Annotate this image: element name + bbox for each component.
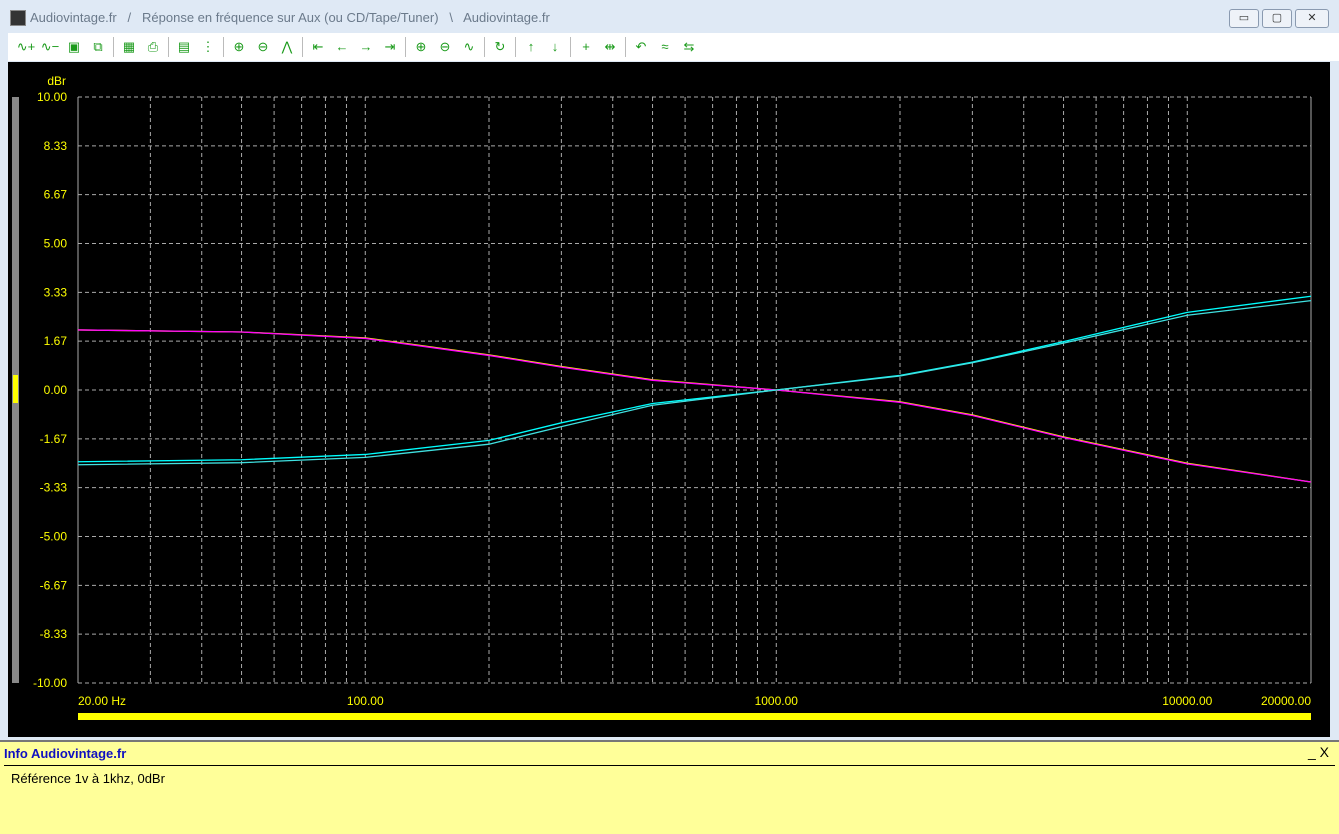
shift-right-end-icon[interactable]: ⇥: [384, 39, 396, 54]
toolbar-separator: [113, 37, 114, 57]
divider: [4, 765, 1335, 766]
y-tick-label: 5.00: [44, 237, 68, 251]
undo-icon[interactable]: ↶: [635, 39, 647, 54]
y-tick-label: -10.00: [33, 676, 67, 690]
toolbar-separator: [168, 37, 169, 57]
zoom-out-y-icon[interactable]: ⊖: [439, 39, 451, 54]
zoom-in-x-icon[interactable]: ⊕: [233, 39, 245, 54]
y-tick-label: 10.00: [37, 90, 67, 104]
x-tick-label: 100.00: [347, 694, 384, 708]
marker-move-icon[interactable]: ⇹: [604, 39, 616, 54]
y-tick-label: 1.67: [44, 334, 68, 348]
y-tick-label: 8.33: [44, 139, 68, 153]
calendar-edit-icon[interactable]: ▤: [177, 39, 191, 54]
fit-icon[interactable]: ⋀: [281, 39, 293, 54]
scrollbar-thumb: [13, 375, 18, 403]
window-title: Audiovintage.fr / Réponse en fréquence s…: [30, 10, 550, 25]
x-tick-label: 20000.00: [1261, 694, 1311, 708]
print-icon[interactable]: ⎙: [147, 39, 159, 54]
y-tick-label: -5.00: [40, 530, 68, 544]
x-scrollbar: [78, 713, 1311, 720]
toolbar-separator: [405, 37, 406, 57]
remove-curve-icon[interactable]: ∿−: [40, 39, 60, 54]
toolbar-separator: [570, 37, 571, 57]
close-button[interactable]: ✕: [1295, 9, 1329, 28]
y-tick-label: -1.67: [40, 432, 68, 446]
chart: dBr 10.00 8.33 6.67 5.00 3.33 1.67 0.00 -1.67 -3.…: [8, 62, 1330, 737]
y-tick-label: -6.67: [40, 578, 68, 592]
toolbar-separator: [484, 37, 485, 57]
shift-left-icon[interactable]: ←: [335, 39, 349, 54]
y-tick-label: 0.00: [44, 383, 68, 397]
minimize-button[interactable]: ▭: [1229, 9, 1259, 28]
y-tick-label: 6.67: [44, 188, 68, 202]
curve-up-icon[interactable]: ↑: [527, 39, 535, 54]
y-tick-label: -3.33: [40, 481, 68, 495]
refresh-icon[interactable]: ↻: [494, 39, 506, 54]
reference-line-icon[interactable]: ≈: [661, 39, 669, 54]
y-tick-label: -8.33: [40, 627, 68, 641]
toolbar: ∿+ ∿− ▣ ⧉ ▦ ⎙ ▤ ⋮ ⊕ ⊖ ⋀ ⇤ ← → ⇥ ⊕ ⊖ ∿ ↻ ↑ ↓ + ⇹ ↶ ≈ ⇆: [8, 33, 1339, 61]
center-icon[interactable]: ∿: [463, 39, 475, 54]
info-close-button[interactable]: _ X: [1307, 744, 1329, 760]
x-tick-label: 10000.00: [1162, 694, 1212, 708]
add-curve-icon[interactable]: ∿+: [16, 39, 36, 54]
x-tick-label: 1000.00: [755, 694, 799, 708]
series-line-3: [77, 295, 1312, 463]
series-line-4: [77, 299, 1312, 466]
copy-icon[interactable]: ⧉: [93, 39, 103, 54]
shift-left-end-icon[interactable]: ⇤: [312, 39, 324, 54]
toolbar-separator: [625, 37, 626, 57]
graph-view-icon[interactable]: ▦: [122, 39, 136, 54]
curve-down-icon[interactable]: ↓: [551, 39, 559, 54]
save-icon[interactable]: ▣: [67, 39, 81, 54]
maximize-button[interactable]: ▢: [1262, 9, 1292, 28]
zoom-in-y-icon[interactable]: ⊕: [415, 39, 427, 54]
toolbar-separator: [302, 37, 303, 57]
cursor-icon[interactable]: ⇆: [683, 39, 695, 54]
zoom-out-x-icon[interactable]: ⊖: [257, 39, 269, 54]
x-tick-label: 20.00 Hz: [78, 694, 126, 708]
y-tick-label: 3.33: [44, 285, 68, 299]
title-bar: Audiovintage.fr / Réponse en fréquence s…: [0, 0, 1339, 34]
toolbar-separator: [515, 37, 516, 57]
info-panel: Info Audiovintage.fr _ X Référence 1v à …: [0, 740, 1339, 834]
series-line-2: [77, 329, 1312, 483]
app-icon: [10, 10, 26, 26]
shift-right-icon[interactable]: →: [359, 39, 373, 54]
chart-svg: dBr 10.00 8.33 6.67 5.00 3.33 1.67 0.00 -1.67 -3.…: [12, 74, 1312, 720]
toolbar-separator: [223, 37, 224, 57]
add-marker-icon[interactable]: +: [582, 39, 590, 54]
info-message: Référence 1v à 1khz, 0dBr: [11, 771, 165, 786]
numbers-icon[interactable]: ⋮: [201, 39, 215, 54]
y-axis-label: dBr: [47, 74, 66, 88]
info-title: Info Audiovintage.fr: [4, 746, 127, 761]
